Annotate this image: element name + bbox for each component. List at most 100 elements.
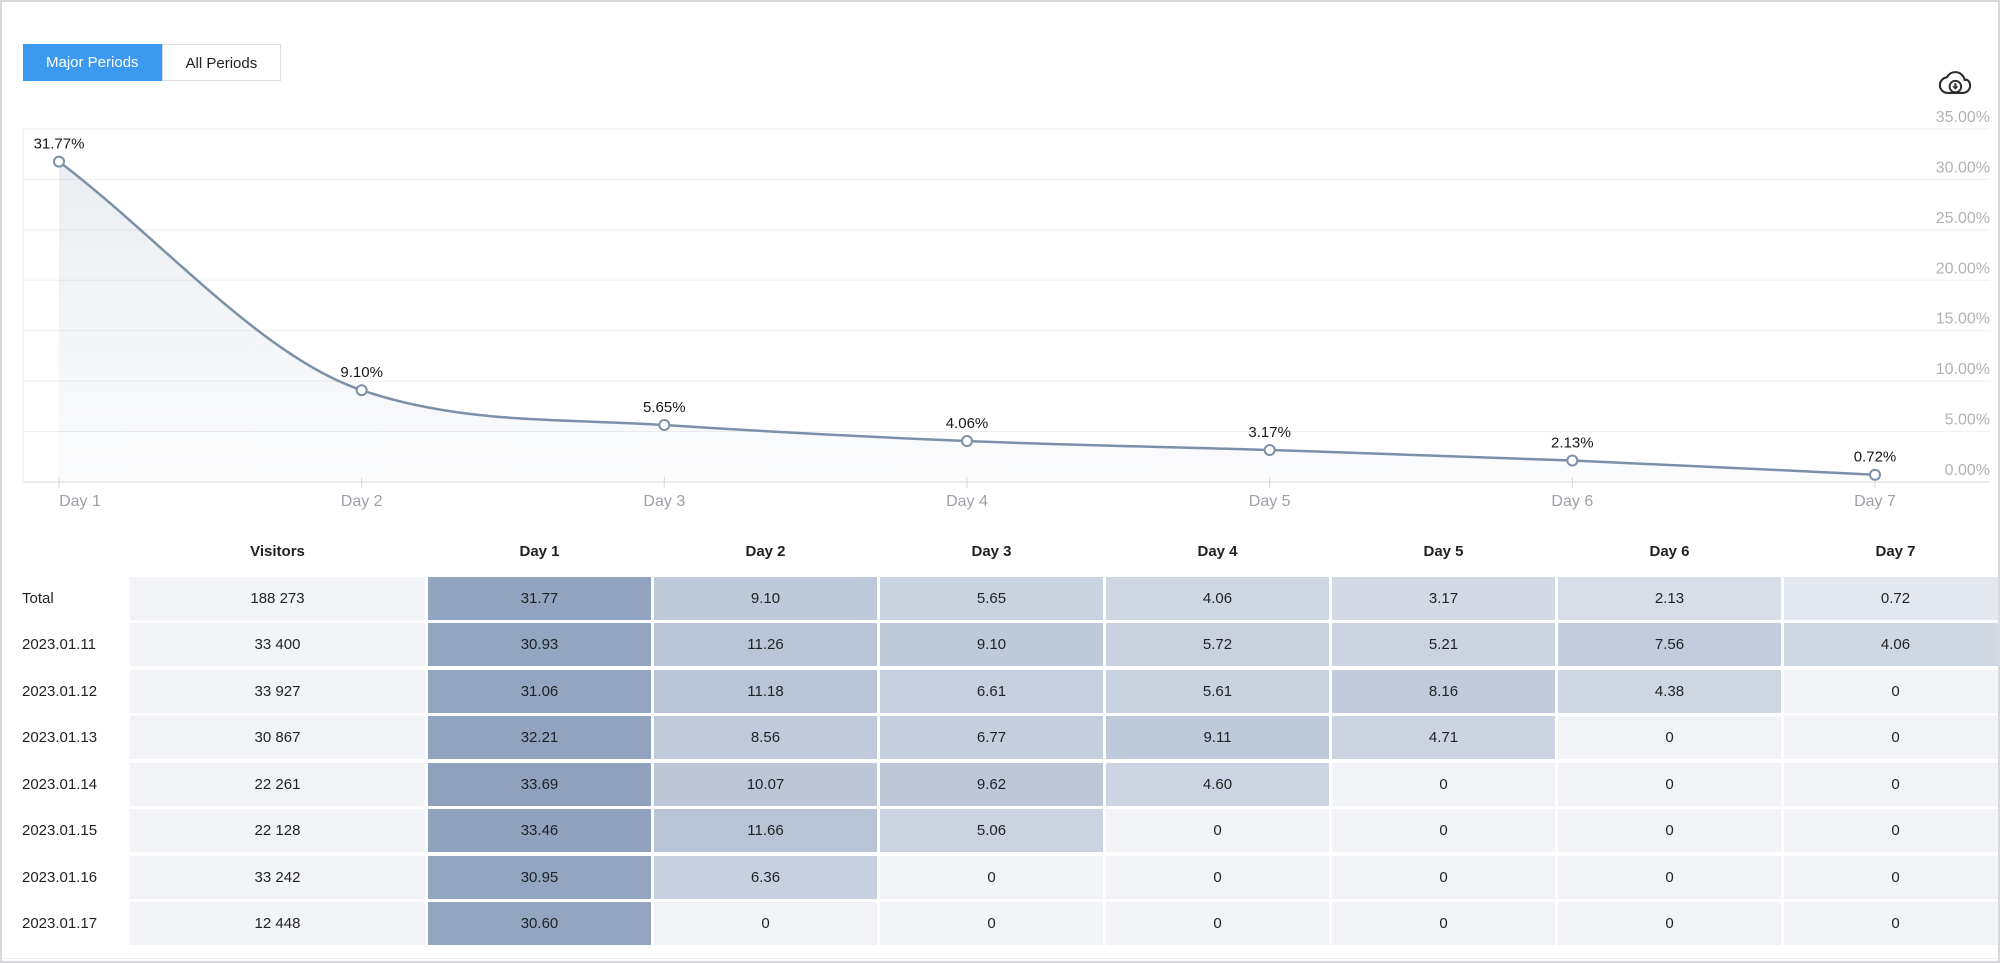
retention-cell: 0: [1558, 809, 1781, 852]
chart-point[interactable]: [658, 419, 671, 432]
retention-cell: 11.18: [654, 669, 877, 713]
retention-cell: 33.46: [428, 809, 651, 852]
row-label: 2023.01.11: [2, 623, 127, 666]
chart-point[interactable]: [1566, 454, 1579, 467]
y-axis-tick-label: 0.00%: [1945, 462, 1990, 479]
column-header: Day 6: [1649, 543, 1690, 560]
row-label: 2023.01.13: [2, 716, 127, 759]
retention-cell: 5.06: [880, 809, 1103, 852]
retention-cell: 0: [880, 855, 1103, 899]
retention-cell: 11.26: [654, 623, 877, 666]
cohort-table: Visitors Day 1 Day 2 Day 3 Day 4 Day 5 Day 6 Da…: [2, 540, 1998, 945]
column-header: Day 3: [971, 543, 1012, 560]
retention-cell: 5.61: [1106, 669, 1329, 713]
retention-cell: 2.13: [1558, 576, 1781, 620]
visitors-cell: 22 261: [130, 762, 425, 806]
retention-cell: 5.72: [1106, 623, 1329, 666]
row-label: 2023.01.16: [2, 855, 127, 899]
visitors-cell: 188 273: [130, 576, 425, 620]
retention-cell: 0: [1106, 809, 1329, 852]
period-tabs: Major Periods All Periods: [23, 44, 282, 81]
retention-cell: 4.71: [1332, 716, 1555, 759]
x-axis-tick-label: Day 3: [643, 493, 685, 510]
retention-cell: 9.10: [654, 576, 877, 620]
x-axis-tick-label: Day 5: [1249, 493, 1291, 510]
row-label: 2023.01.15: [2, 809, 127, 852]
point-value-label: 31.77%: [34, 136, 85, 153]
x-axis-tick-label: Day 4: [946, 493, 988, 510]
retention-cell: 31.77: [428, 576, 651, 620]
chart-area-fill: [59, 161, 1875, 483]
retention-cell: 5.21: [1332, 623, 1555, 666]
retention-cell: 0: [1784, 902, 1998, 945]
tab-all-periods[interactable]: All Periods: [161, 44, 282, 81]
visitors-cell: 12 448: [130, 902, 425, 945]
point-value-label: 0.72%: [1854, 449, 1897, 466]
retention-cell: 31.06: [428, 669, 651, 713]
retention-cell: 0: [1784, 669, 1998, 713]
retention-cell: 0: [1106, 855, 1329, 899]
retention-cell: 0: [880, 902, 1103, 945]
retention-cell: 0: [1558, 855, 1781, 899]
y-axis-tick-label: 5.00%: [1945, 412, 1990, 429]
retention-cell: 30.95: [428, 855, 651, 899]
retention-cell: 9.11: [1106, 716, 1329, 759]
retention-cell: 0: [1558, 716, 1781, 759]
retention-cell: 0: [1332, 762, 1555, 806]
column-header: Day 7: [1875, 543, 1916, 560]
visitors-cell: 33 927: [130, 669, 425, 713]
y-axis-tick-label: 10.00%: [1936, 361, 1990, 378]
retention-cell: 0: [1784, 716, 1998, 759]
y-axis-tick-label: 20.00%: [1936, 260, 1990, 277]
retention-cell: 6.61: [880, 669, 1103, 713]
retention-cell: 30.93: [428, 623, 651, 666]
tab-major-periods[interactable]: Major Periods: [23, 44, 162, 81]
table-bottom-divider: [4, 958, 1996, 959]
cloud-download-icon[interactable]: [1938, 70, 1972, 96]
retention-cell: 4.06: [1784, 623, 1998, 666]
retention-cell: 4.38: [1558, 669, 1781, 713]
chart-point[interactable]: [1869, 468, 1881, 481]
visitors-cell: 33 400: [130, 623, 425, 666]
retention-cell: 8.56: [654, 716, 877, 759]
retention-line-chart: 0.00% 5.00% 10.00% 15.00% 20.00% 25.00% 30.00%…: [22, 109, 1990, 510]
x-axis-tick-label: Day 6: [1551, 493, 1593, 510]
retention-cell: 0: [1784, 809, 1998, 852]
x-axis-tick-label: Day 7: [1854, 493, 1896, 510]
retention-cell: 4.60: [1106, 762, 1329, 806]
column-header: Day 2: [745, 543, 786, 560]
y-axis-tick-label: 35.00%: [1936, 109, 1990, 126]
chart-point[interactable]: [1263, 444, 1276, 457]
retention-cell: 10.07: [654, 762, 877, 806]
retention-cell: 0: [1784, 855, 1998, 899]
retention-cell: 8.16: [1332, 669, 1555, 713]
y-axis-tick-label: 25.00%: [1936, 210, 1990, 227]
retention-cell: 30.60: [428, 902, 651, 945]
x-axis-tick-label: Day 1: [59, 493, 101, 510]
retention-cell: 0: [1784, 762, 1998, 806]
row-label: Total: [2, 576, 127, 620]
chart-point[interactable]: [961, 435, 973, 448]
retention-cell: 0: [1332, 902, 1555, 945]
retention-cell: 0: [1558, 902, 1781, 945]
point-value-label: 5.65%: [643, 399, 686, 416]
row-label: 2023.01.17: [2, 902, 127, 945]
retention-cell: 6.36: [654, 855, 877, 899]
retention-cell: 32.21: [428, 716, 651, 759]
x-axis-tick-label: Day 2: [341, 493, 383, 510]
retention-cell: 0: [654, 902, 877, 945]
retention-cell: 0: [1106, 902, 1329, 945]
column-header: Day 1: [519, 543, 560, 560]
retention-cell: 0: [1558, 762, 1781, 806]
row-label: 2023.01.14: [2, 762, 127, 806]
chart-point[interactable]: [53, 155, 65, 168]
retention-cell: 11.66: [654, 809, 877, 852]
retention-cell: 9.10: [880, 623, 1103, 666]
retention-cell: 5.65: [880, 576, 1103, 620]
visitors-cell: 33 242: [130, 855, 425, 899]
retention-cell: 3.17: [1332, 576, 1555, 620]
retention-cell: 4.06: [1106, 576, 1329, 620]
retention-cell: 6.77: [880, 716, 1103, 759]
chart-point[interactable]: [355, 384, 368, 397]
